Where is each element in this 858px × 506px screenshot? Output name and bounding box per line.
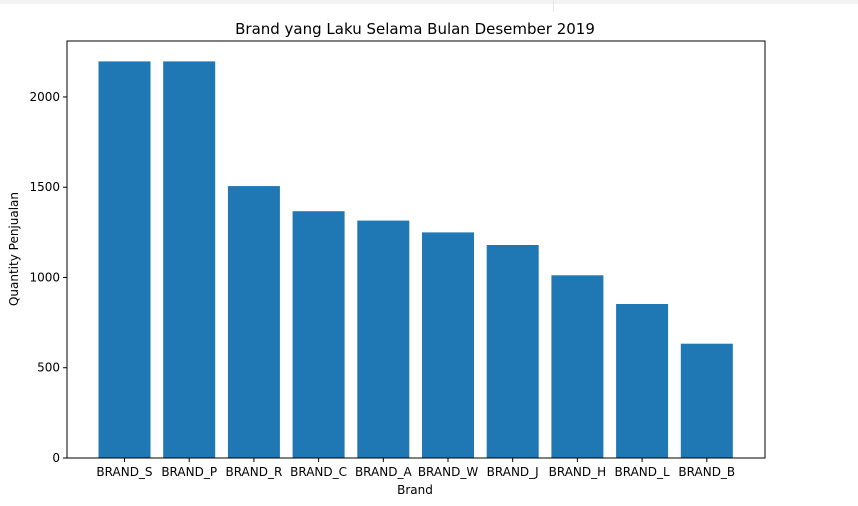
x-tick-label: BRAND_B xyxy=(678,465,735,479)
x-tick-label: BRAND_J xyxy=(487,465,539,479)
x-tick-label: BRAND_S xyxy=(96,465,152,479)
x-axis-ticks: BRAND_S BRAND_P BRAND_R BRAND_C BRAND_A BRAND… xyxy=(96,458,735,479)
x-tick-label: BRAND_H xyxy=(549,465,607,479)
y-tick-label: 1000 xyxy=(29,270,60,284)
bar-brand-h xyxy=(551,275,604,458)
x-tick-label: BRAND_L xyxy=(614,465,670,479)
y-tick-label: 1500 xyxy=(29,180,60,194)
y-tick-label: 2000 xyxy=(29,90,60,104)
bar-brand-j xyxy=(486,245,539,458)
bar-brand-l xyxy=(616,304,669,458)
notebook-top-bar xyxy=(0,0,858,4)
bar-brand-r xyxy=(227,186,280,458)
x-tick-label: BRAND_A xyxy=(355,465,413,479)
y-axis-label: Quantity Penjualan xyxy=(7,192,21,306)
x-tick-label: BRAND_C xyxy=(290,465,347,479)
y-axis-ticks: 0 500 1000 1500 2000 xyxy=(29,90,67,465)
bar-brand-w xyxy=(422,232,474,458)
chart-title: Brand yang Laku Selama Bulan Desember 20… xyxy=(235,20,595,38)
bar-brand-a xyxy=(357,220,410,458)
notebook-top-divider xyxy=(553,0,554,12)
x-tick-label: BRAND_P xyxy=(161,465,217,479)
bars-group xyxy=(98,61,733,459)
bar-brand-p xyxy=(163,61,216,459)
x-tick-label: BRAND_R xyxy=(225,465,282,479)
plot-frame xyxy=(66,40,766,459)
x-axis-label: Brand xyxy=(397,483,433,497)
bar-brand-b xyxy=(680,343,733,458)
x-tick-label: BRAND_W xyxy=(418,465,479,479)
bar-brand-c xyxy=(292,211,345,458)
bar-brand-s xyxy=(98,61,151,459)
y-tick-label: 0 xyxy=(52,451,60,465)
y-tick-label: 500 xyxy=(37,361,60,375)
